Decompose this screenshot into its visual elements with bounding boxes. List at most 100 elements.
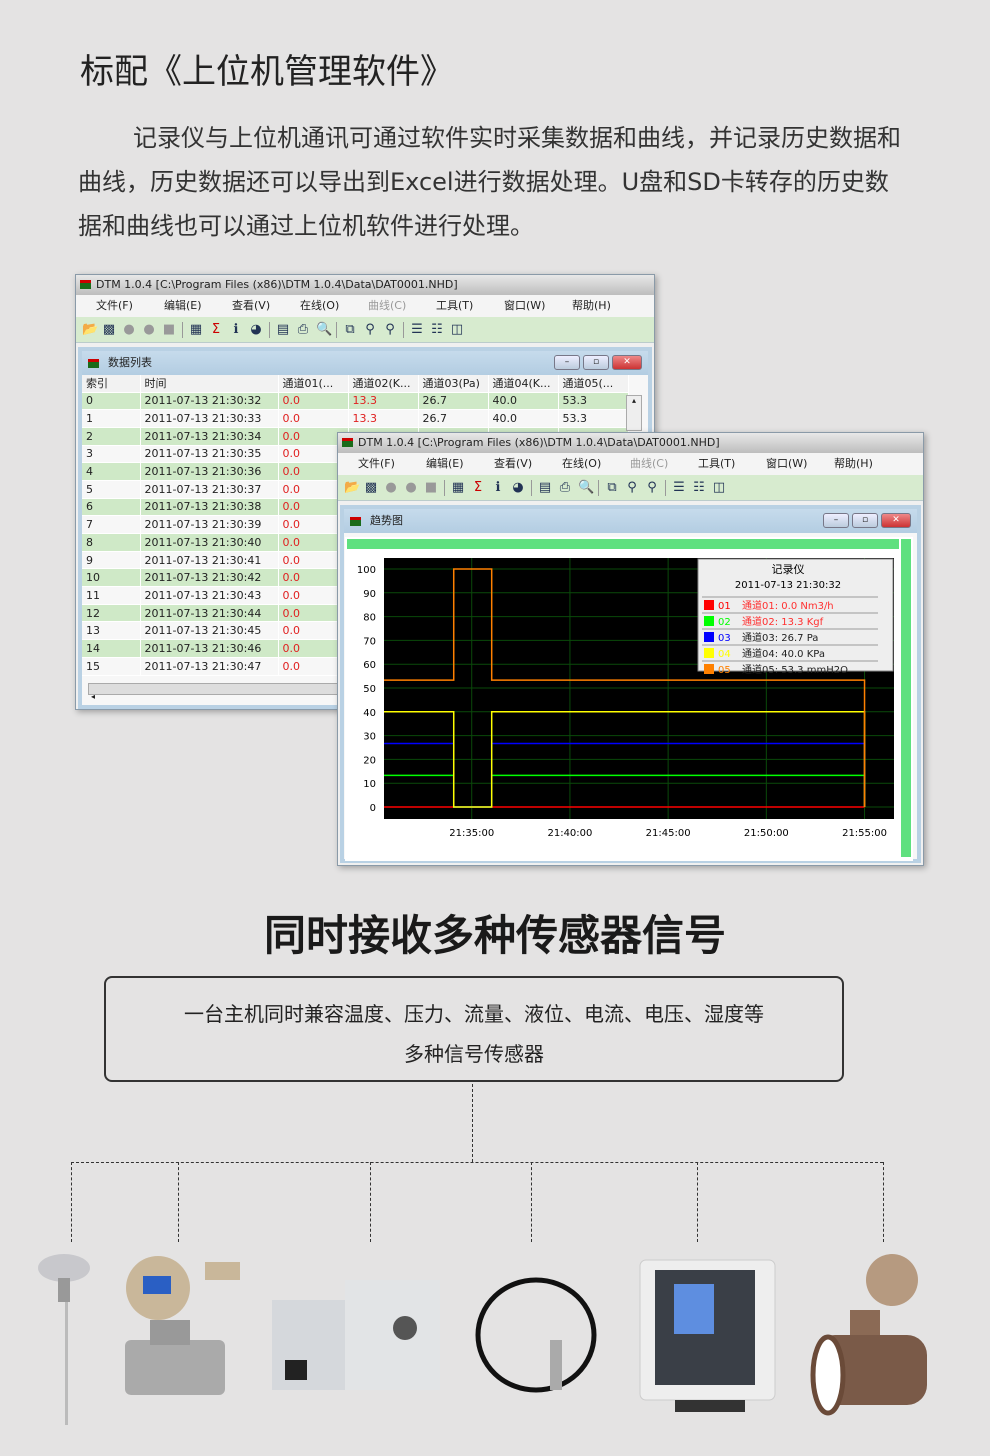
tile-v-icon[interactable]: ◫ (712, 479, 726, 495)
info-icon[interactable]: ℹ (495, 479, 501, 495)
menu-bar: 文件(F) 编辑(E) 查看(V) 在线(O) 曲线(C) 工具(T) 窗口(W) 帮助(H) (338, 453, 923, 475)
close-button[interactable]: ✕ (612, 355, 642, 370)
export-icon[interactable]: ▤ (538, 479, 552, 495)
table-cell: 2011-07-13 21:30:35 (140, 445, 279, 464)
chart-icon[interactable]: ◕ (250, 321, 262, 337)
menu-item[interactable]: 曲线(C) (630, 457, 669, 470)
table-cell: 0.0 (278, 621, 349, 641)
table-cell: 2011-07-13 21:30:36 (140, 462, 279, 481)
y-tick-label: 30 (363, 732, 376, 743)
menu-item[interactable]: 窗口(W) (766, 457, 808, 470)
close-button[interactable]: ✕ (881, 513, 911, 528)
open-folder-icon[interactable]: 📂 (82, 321, 99, 337)
open-folder-icon[interactable]: 📂 (344, 479, 361, 495)
table-cell: 0.0 (278, 480, 349, 499)
tile-v-icon[interactable]: ◫ (450, 321, 464, 337)
legend-swatch (704, 648, 714, 658)
table-cell: 2011-07-13 21:30:43 (140, 586, 279, 605)
zoom-out-icon[interactable]: ⚲ (647, 479, 657, 495)
level-sensor-image (475, 1277, 597, 1393)
y-tick-label: 40 (363, 708, 376, 719)
menu-item[interactable]: 在线(O) (562, 457, 602, 470)
legend-code: 04 (718, 649, 731, 660)
maximize-button[interactable]: ▫ (852, 513, 878, 528)
pause-icon[interactable]: ● (143, 321, 155, 337)
sum-icon[interactable]: Σ (473, 479, 483, 495)
zoom-icon[interactable]: ⚲ (365, 321, 375, 337)
legend-box (697, 558, 894, 672)
table-icon[interactable]: ▦ (451, 479, 465, 495)
cascade-icon[interactable]: ☰ (673, 479, 685, 495)
toolbar-separator (598, 479, 599, 496)
trend-icon[interactable]: ▩ (364, 479, 378, 495)
pause-icon[interactable]: ● (405, 479, 417, 495)
legend-swatch (704, 664, 714, 674)
stop-icon[interactable]: ■ (424, 479, 438, 495)
column-header[interactable]: 时间 (140, 375, 279, 393)
sensor-images (38, 1254, 927, 1425)
stop-icon[interactable]: ■ (162, 321, 176, 337)
column-header[interactable]: 通道04(K... (488, 375, 559, 393)
menu-item[interactable]: 查看(V) (494, 457, 533, 470)
toolbar-separator (269, 321, 270, 338)
table-cell: 0.0 (278, 533, 349, 552)
connector-line (531, 1162, 532, 1242)
toolbar-separator (182, 321, 183, 338)
menu-item[interactable]: 帮助(H) (572, 299, 611, 312)
table-cell: 14 (82, 639, 141, 658)
table-cell: 26.7 (418, 409, 489, 428)
column-header[interactable]: 通道05(... (558, 375, 629, 393)
menu-item[interactable]: 工具(T) (436, 299, 474, 312)
column-header[interactable]: 通道03(Pa) (418, 375, 489, 393)
column-header[interactable]: 通道02(K... (348, 375, 419, 393)
menu-item[interactable]: 工具(T) (698, 457, 736, 470)
minimize-button[interactable]: – (554, 355, 580, 370)
tile-h-icon[interactable]: ☷ (693, 479, 705, 495)
column-header[interactable]: 索引 (82, 375, 141, 393)
record-icon[interactable]: ● (385, 479, 397, 495)
menu-item[interactable]: 查看(V) (232, 299, 271, 312)
table-cell: 12 (82, 604, 141, 623)
export-icon[interactable]: ▤ (276, 321, 290, 337)
table-cell: 2011-07-13 21:30:42 (140, 568, 279, 588)
menu-item[interactable]: 编辑(E) (426, 457, 464, 470)
chart-right-bar (901, 539, 911, 857)
zoom-out-icon[interactable]: ⚲ (385, 321, 395, 337)
copy-icon[interactable]: ⧉ (345, 321, 355, 337)
maximize-button[interactable]: ▫ (583, 355, 609, 370)
menu-item[interactable]: 文件(F) (358, 457, 395, 470)
print-icon[interactable]: ⎙ (297, 321, 309, 337)
menu-item[interactable]: 曲线(C) (368, 299, 407, 312)
table-cell: 53.3 (558, 392, 629, 411)
legend-code: 02 (718, 617, 731, 628)
preview-icon[interactable]: 🔍 (578, 479, 595, 495)
table-cell: 0.0 (278, 445, 349, 464)
menu-item[interactable]: 帮助(H) (834, 457, 873, 470)
preview-icon[interactable]: 🔍 (316, 321, 333, 337)
menu-item[interactable]: 在线(O) (300, 299, 340, 312)
menu-item[interactable]: 文件(F) (96, 299, 133, 312)
vertical-scrollbar[interactable]: ▴ (626, 395, 642, 431)
trend-icon[interactable]: ▩ (102, 321, 116, 337)
minimize-button[interactable]: – (823, 513, 849, 528)
table-row[interactable]: 0 2011-07-13 21:30:32 0.0 13.3 26.7 40.0 53.3 (82, 392, 629, 411)
legend-swatch (704, 616, 714, 626)
sum-icon[interactable]: Σ (211, 321, 221, 337)
chart-icon[interactable]: ◕ (512, 479, 524, 495)
table-cell: 0.0 (278, 515, 349, 534)
tile-h-icon[interactable]: ☷ (431, 321, 443, 337)
menu-item[interactable]: 窗口(W) (504, 299, 546, 312)
column-header[interactable]: 通道01(... (278, 375, 349, 393)
x-tick-label: 21:40:00 (547, 828, 592, 839)
table-cell: 8 (82, 533, 141, 552)
zoom-icon[interactable]: ⚲ (627, 479, 637, 495)
table-icon[interactable]: ▦ (189, 321, 203, 337)
record-icon[interactable]: ● (123, 321, 135, 337)
print-icon[interactable]: ⎙ (559, 479, 571, 495)
copy-icon[interactable]: ⧉ (607, 479, 617, 495)
menu-item[interactable]: 编辑(E) (164, 299, 202, 312)
cascade-icon[interactable]: ☰ (411, 321, 423, 337)
table-row[interactable]: 1 2011-07-13 21:30:33 0.0 13.3 26.7 40.0 53.3 (82, 409, 629, 428)
info-icon[interactable]: ℹ (233, 321, 239, 337)
